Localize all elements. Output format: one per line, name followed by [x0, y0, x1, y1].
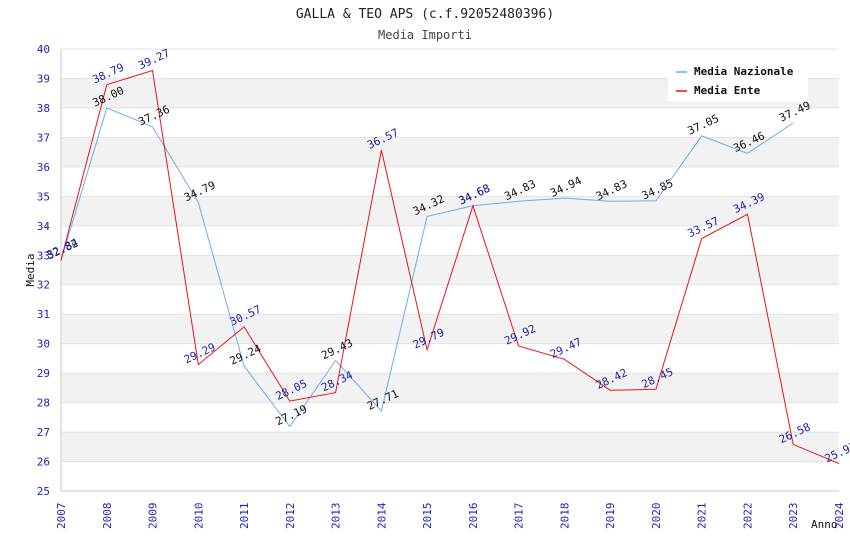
grid-band: [61, 461, 839, 491]
y-tick-label: 36: [37, 161, 50, 174]
x-tick-label: 2011: [238, 503, 251, 530]
y-tick-label: 29: [37, 367, 50, 380]
y-tick-label: 28: [37, 397, 50, 410]
grid-band: [61, 255, 839, 285]
y-axis-label: Media: [24, 253, 37, 286]
grid-bands: [61, 48, 839, 492]
legend-box: [668, 59, 808, 101]
y-tick-label: 40: [37, 43, 50, 56]
grid-band: [61, 107, 839, 138]
series-line-ente: [60, 69, 840, 465]
y-tick-label: 30: [37, 338, 50, 351]
x-tick-label: 2016: [467, 503, 480, 530]
y-tick-label: 37: [37, 131, 50, 144]
x-tick-label: 2012: [284, 503, 297, 530]
y-tick-label: 31: [37, 308, 50, 321]
x-tick-label: 2008: [101, 503, 114, 530]
y-tick-labels: 25 26 27 28 29 30 31 32 33 34 35 36 37 38 39 40: [37, 43, 51, 498]
x-tick-label: 2009: [147, 503, 160, 530]
y-tick-label: 27: [37, 426, 50, 439]
grid-band: [61, 402, 839, 433]
x-tick-label: 2023: [787, 503, 800, 530]
grid-band: [61, 432, 839, 462]
x-tick-label: 2014: [375, 502, 388, 529]
grid-band: [61, 343, 839, 374]
series-line-nazionale: [60, 107, 794, 428]
grid-band: [61, 166, 839, 197]
x-tick-label: 2019: [604, 503, 617, 530]
y-tick-label: 39: [37, 72, 50, 85]
x-tick-label: 2024: [833, 502, 846, 529]
grid-band: [61, 314, 839, 344]
x-tick-label: 2007: [55, 503, 68, 530]
grid-band: [61, 373, 839, 403]
x-tick-label: 2015: [421, 503, 434, 530]
y-tick-label: 38: [37, 102, 50, 115]
x-tick-label: 2018: [558, 503, 571, 530]
y-tick-label: 32: [37, 279, 50, 292]
grid-band: [61, 225, 839, 256]
x-tick-label: 2021: [696, 503, 709, 530]
legend: Media Nazionale Media Ente: [668, 59, 808, 101]
legend-label-nazionale: Media Nazionale: [694, 65, 794, 78]
grid-band: [61, 137, 839, 167]
x-tick-label: 2010: [192, 503, 205, 530]
legend-label-ente: Media Ente: [694, 84, 761, 97]
y-tick-label: 25: [37, 485, 50, 498]
series-lines: [60, 69, 840, 465]
chart-title: GALLA & TEO APS (c.f.92052480396): [296, 7, 554, 22]
y-tick-label: 35: [37, 190, 50, 203]
x-axis-label: Anno: [811, 518, 838, 531]
x-tick-label: 2020: [650, 503, 663, 530]
x-tick-label: 2022: [741, 503, 754, 530]
y-tick-label: 34: [37, 220, 51, 233]
chart-subtitle: Media Importi: [378, 28, 472, 42]
x-tick-labels: 2007 2008 2009 2010 2011 2012 2013 2014 2015 2016…: [55, 502, 846, 529]
y-tick-label: 26: [37, 456, 50, 469]
y-tick-label: 33: [37, 249, 50, 262]
x-tick-label: 2017: [513, 503, 526, 530]
grid-band: [61, 284, 839, 315]
x-tick-label: 2013: [330, 503, 343, 530]
